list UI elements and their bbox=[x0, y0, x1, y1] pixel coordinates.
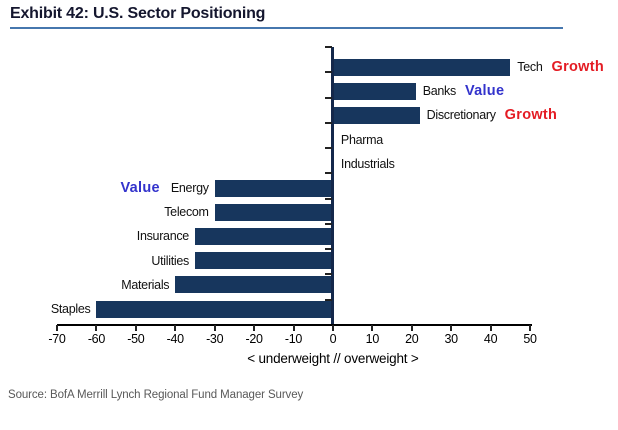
style-tag-tech: Growth bbox=[551, 59, 605, 76]
bar-tech bbox=[334, 58, 511, 76]
bar-telecom bbox=[214, 203, 332, 221]
bar-materials bbox=[175, 276, 332, 294]
title-underline-rule bbox=[10, 27, 563, 29]
x-axis-tick bbox=[489, 325, 492, 331]
style-tag-energy: Value bbox=[120, 180, 160, 197]
category-label-pharma: Pharma bbox=[340, 132, 383, 147]
category-label-energy: Energy bbox=[170, 181, 209, 196]
bar-label-group-pharma: Pharma bbox=[341, 128, 383, 152]
x-axis-tick bbox=[450, 325, 453, 331]
x-tick-label: 40 bbox=[483, 332, 498, 346]
bar-label-group-utilities: Utilities bbox=[0, 249, 189, 273]
x-axis-tick bbox=[371, 325, 374, 331]
x-tick-label: 20 bbox=[405, 332, 419, 346]
x-tick-label: -20 bbox=[245, 332, 263, 346]
category-label-telecom: Telecom bbox=[164, 205, 209, 220]
category-label-industrials: Industrials bbox=[340, 156, 395, 171]
x-axis-tick bbox=[410, 325, 413, 331]
x-tick-label: 30 bbox=[444, 332, 459, 346]
y-axis-tick bbox=[324, 273, 332, 276]
category-label-utilities: Utilities bbox=[151, 253, 189, 268]
y-axis-tick bbox=[324, 71, 332, 74]
bar-label-group-telecom: Telecom bbox=[0, 200, 209, 224]
x-axis-tick bbox=[56, 325, 58, 331]
x-tick-label: -10 bbox=[284, 332, 303, 346]
x-tick-label: -50 bbox=[127, 332, 145, 346]
x-tick-label: -40 bbox=[166, 332, 184, 346]
bar-label-group-discretionary: Discretionary Growth bbox=[427, 103, 558, 127]
x-tick-label: -30 bbox=[206, 332, 224, 346]
bar-label-group-energy: Value Energy bbox=[0, 176, 209, 200]
source-note: Source: BofA Merrill Lynch Regional Fund… bbox=[8, 389, 304, 401]
x-axis-tick bbox=[253, 325, 256, 331]
category-label-insurance: Insurance bbox=[136, 229, 190, 244]
style-tag-discretionary: Growth bbox=[504, 107, 558, 124]
y-axis-tick bbox=[324, 248, 332, 251]
x-axis-caption: < underweight // overweight > bbox=[247, 351, 419, 366]
bar-label-group-tech: Tech Growth bbox=[517, 55, 604, 79]
bar-label-group-banks: Banks Value bbox=[423, 79, 505, 103]
x-axis-tick bbox=[213, 325, 216, 331]
x-axis-tick bbox=[331, 325, 334, 331]
x-axis-tick bbox=[95, 325, 98, 331]
bar-banks bbox=[334, 82, 416, 100]
bar-label-group-industrials: Industrials bbox=[341, 152, 395, 176]
x-tick-label: -70 bbox=[48, 332, 66, 346]
category-label-discretionary: Discretionary bbox=[426, 108, 496, 123]
category-label-tech: Tech bbox=[517, 60, 543, 75]
y-axis-tick bbox=[324, 96, 332, 99]
y-axis-tick bbox=[324, 46, 332, 48]
y-axis-tick bbox=[324, 121, 332, 124]
y-axis-tick bbox=[324, 147, 332, 150]
bar-energy bbox=[214, 179, 332, 197]
bar-discretionary bbox=[334, 107, 420, 124]
y-axis-tick bbox=[324, 197, 332, 200]
bar-insurance bbox=[194, 228, 332, 245]
category-label-banks: Banks bbox=[422, 84, 457, 99]
x-tick-label: 10 bbox=[365, 332, 380, 346]
bar-label-group-insurance: Insurance bbox=[0, 224, 190, 248]
category-label-materials: Materials bbox=[121, 277, 170, 292]
bar-utilities bbox=[194, 252, 332, 270]
bar-staples bbox=[96, 300, 332, 318]
bar-label-group-materials: Materials bbox=[0, 273, 169, 297]
y-axis-tick bbox=[324, 222, 332, 225]
y-axis-tick bbox=[324, 172, 332, 175]
y-axis-tick bbox=[324, 298, 332, 301]
x-tick-label: -60 bbox=[87, 332, 105, 346]
x-axis-tick bbox=[529, 325, 531, 331]
x-axis-tick bbox=[134, 325, 137, 331]
category-label-staples: Staples bbox=[50, 302, 91, 317]
x-axis-tick bbox=[292, 325, 295, 331]
exhibit-title: Exhibit 42: U.S. Sector Positioning bbox=[10, 5, 266, 22]
style-tag-banks: Value bbox=[464, 83, 505, 100]
x-axis-line bbox=[57, 324, 532, 326]
x-tick-label: 0 bbox=[329, 332, 337, 346]
y-axis-zero-line bbox=[331, 47, 335, 325]
x-tick-label: 50 bbox=[523, 332, 537, 346]
bar-label-group-staples: Staples bbox=[0, 297, 91, 321]
x-axis-tick bbox=[174, 325, 177, 331]
